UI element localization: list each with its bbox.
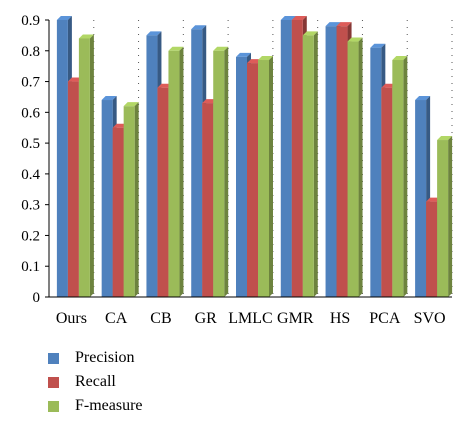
y-tick-label: 0.7 — [21, 75, 40, 91]
bar-recall-ours-front — [67, 81, 79, 297]
bar-recall-hs-front — [336, 26, 348, 298]
y-tick-label: 0.6 — [21, 105, 40, 121]
legend-label-recall: Recall — [75, 373, 116, 390]
bar-precision-ours-front — [56, 20, 68, 297]
bar-f-measure-lmlc — [258, 56, 273, 298]
bar-f-measure-hs-top — [347, 37, 363, 42]
y-tick-labels: 0 0.1 0.2 0.3 0.4 0.5 0.6 0.7 0.8 0.9 — [21, 13, 40, 306]
y-tick-label: 0.2 — [21, 228, 40, 244]
bar-f-measure-pca-front — [392, 60, 404, 298]
bar-f-measure-gmr-top — [302, 31, 318, 36]
legend-label-f-measure: F-measure — [75, 397, 143, 414]
bar-recall-gr-front — [202, 103, 214, 297]
bar-precision-gmr-top — [280, 16, 296, 20]
y-tick-label: 0.5 — [21, 136, 40, 152]
bar-precision-ca-front — [101, 100, 113, 298]
y-tick-label: 0.9 — [21, 13, 40, 29]
y-tick-label: 0 — [33, 290, 41, 306]
category-label: GR — [195, 310, 218, 327]
bar-f-measure-svo-side — [448, 136, 453, 297]
bar-f-measure-ours-top — [78, 34, 94, 39]
bar-f-measure-ca-top — [123, 102, 139, 107]
bar-precision-gmr-front — [280, 20, 292, 297]
bar-f-measure-hs — [347, 37, 363, 298]
category-label: GMR — [277, 310, 314, 327]
axes — [45, 19, 452, 298]
bar-f-measure-gr — [213, 46, 229, 298]
legend-swatch-recall — [48, 376, 59, 388]
bar-f-measure-cb — [168, 46, 184, 298]
bar-f-measure-cb-front — [168, 50, 180, 298]
bar-f-measure-gmr — [302, 31, 318, 298]
bar-f-measure-svo-top — [437, 136, 453, 141]
legend: Precision Recall F-measure — [48, 346, 143, 418]
bar-f-measure-lmlc-top — [258, 56, 273, 61]
bar-f-measure-lmlc-front — [258, 60, 269, 298]
category-label: CA — [105, 310, 128, 327]
bar-f-measure-gmr-front — [302, 35, 314, 298]
bar-precision-svo-top — [415, 96, 431, 101]
bar-f-measure-pca — [392, 56, 408, 298]
legend-swatch-precision — [48, 352, 59, 364]
bar-f-measure-gr-top — [213, 46, 229, 51]
bar-precision-svo-front — [415, 100, 427, 298]
bar-precision-pca-top — [370, 43, 386, 48]
bar-precision-gr-top — [191, 25, 207, 30]
bar-f-measure-ours — [78, 34, 94, 297]
bar-f-measure-hs-side — [358, 37, 363, 298]
bar-precision-hs-front — [325, 26, 337, 298]
bar-f-measure-ca — [123, 102, 139, 297]
bar-f-measure-hs-front — [347, 41, 359, 297]
bar-precision-lmlc-front — [236, 56, 247, 297]
bar-f-measure-gr-front — [213, 50, 225, 298]
bar-precision-cb-top — [146, 31, 162, 36]
bar-f-measure-pca-side — [403, 56, 408, 298]
bar-precision-lmlc-top — [236, 52, 251, 57]
bar-recall-pca-front — [381, 87, 393, 297]
bar-precision-pca-front — [370, 47, 382, 298]
category-labels: Ours CA CB GR LMLC GMR HS PCA SVO — [56, 310, 446, 327]
bar-f-measure-gr-side — [224, 46, 229, 298]
bar-f-measure-ca-front — [123, 106, 135, 297]
bar-f-measure-cb-side — [179, 46, 184, 298]
bar-f-measure-cb-top — [168, 46, 184, 51]
bars — [56, 16, 453, 298]
bar-recall-ca-front — [112, 127, 124, 297]
legend-label-precision: Precision — [75, 349, 135, 366]
legend-swatch-f-measure — [48, 400, 59, 412]
bar-recall-gmr-top — [291, 16, 307, 20]
bar-f-measure-ours-side — [89, 34, 94, 297]
legend-item-recall: Recall — [48, 370, 143, 394]
bar-f-measure-ours-front — [78, 38, 90, 297]
y-tick-label: 0.8 — [21, 44, 40, 60]
bar-f-measure-ca-side — [134, 102, 139, 297]
bar-recall-svo-front — [426, 201, 438, 297]
bar-f-measure-gmr-side — [313, 31, 318, 298]
bar-recall-lmlc-front — [247, 63, 258, 297]
bar-recall-gmr-front — [291, 20, 303, 297]
bar-recall-hs-top — [336, 22, 352, 27]
legend-item-f-measure: F-measure — [48, 394, 143, 418]
category-label: PCA — [369, 310, 401, 327]
bar-f-measure-svo-front — [437, 140, 449, 297]
category-label: HS — [330, 310, 350, 327]
category-label: Ours — [56, 310, 87, 327]
category-label: SVO — [414, 310, 446, 327]
y-tick-label: 0.1 — [21, 259, 40, 275]
bar-precision-hs-top — [325, 22, 341, 27]
category-label: LMLC — [228, 310, 272, 327]
bar-precision-ours-top — [56, 16, 72, 20]
bar-recall-cb-front — [157, 87, 169, 297]
category-label: CB — [150, 310, 171, 327]
bar-precision-ca-top — [101, 96, 117, 101]
y-tick-label: 0.4 — [21, 167, 40, 183]
legend-item-precision: Precision — [48, 346, 143, 370]
bar-precision-gr-front — [191, 29, 203, 297]
bar-f-measure-svo — [437, 136, 453, 297]
bar-chart: 0 0.1 0.2 0.3 0.4 0.5 0.6 0.7 0.8 0.9 Ours CA CB GR L… — [21, 13, 453, 327]
bar-precision-cb-front — [146, 35, 158, 298]
bar-f-measure-pca-top — [392, 56, 408, 61]
y-tick-label: 0.3 — [21, 198, 40, 214]
bar-f-measure-lmlc-side — [269, 56, 273, 298]
